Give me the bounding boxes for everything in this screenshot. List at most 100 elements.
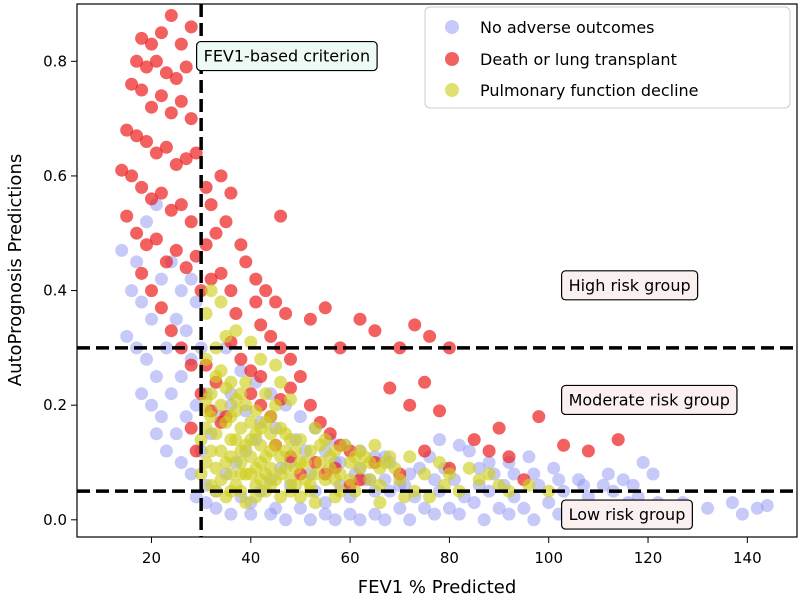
y-axis-label: AutoPrognosis Predictions [5,154,26,386]
data-point [154,301,168,315]
x-tick-label: 40 [241,549,260,567]
data-point [725,496,739,510]
fev1-criterion-label-text: FEV1-based criterion [204,47,370,66]
data-point [532,478,546,492]
legend-marker-death-transplant [445,52,459,66]
data-point [293,410,307,424]
data-point [601,467,615,481]
data-point [244,335,258,349]
data-point [596,478,610,492]
data-point [383,381,397,395]
data-point [179,261,193,275]
data-point [234,238,248,252]
data-point [135,266,149,280]
data-point [179,324,193,338]
data-point [234,456,248,469]
data-point [452,507,466,521]
data-point [403,513,417,527]
data-point [159,444,173,458]
data-point [204,387,218,401]
data-point [194,433,208,447]
data-point [542,484,556,498]
data-point [264,507,278,521]
data-point [750,501,764,515]
data-point [204,284,218,298]
data-point [149,54,163,68]
y-tick-label: 0.2 [43,396,67,414]
data-point [760,499,774,512]
data-point [244,364,258,378]
data-point [527,467,541,481]
data-point [338,438,352,452]
data-point [442,501,456,515]
data-point [318,507,332,521]
data-point [254,456,268,469]
fev1-criterion-label: FEV1-based criterion [196,40,378,72]
data-point [154,272,168,286]
data-point [423,329,437,343]
data-point [224,410,238,424]
data-point [423,490,437,504]
data-point [264,329,278,343]
data-point [333,484,347,498]
data-point [462,461,476,475]
annotations: FEV1-based criterion High risk group Moder… [196,40,738,530]
data-point [437,478,451,492]
data-point [274,467,288,481]
data-point [482,467,496,481]
data-point [224,450,238,464]
data-point [527,513,541,527]
data-point [433,433,446,447]
data-point [184,215,198,229]
data-point [492,421,506,435]
y-axis-ticks: 0.0 0.2 0.4 0.6 0.8 [43,52,77,529]
data-point [492,501,506,515]
data-point [259,284,273,298]
data-point [452,438,466,452]
data-point [140,352,153,366]
data-point [224,186,238,200]
data-point [403,450,417,464]
x-axis-label: FEV1 % Predicted [358,577,517,598]
data-point [174,284,188,298]
data-point [522,450,536,464]
data-point [224,284,238,298]
data-point [254,438,268,452]
data-point [472,473,486,487]
data-point [368,507,382,521]
data-point [626,478,640,492]
data-point [318,301,332,315]
data-point [194,467,208,481]
data-point [244,507,258,521]
data-point [125,284,139,298]
legend: No adverse outcomes Death or lung transp… [424,6,791,109]
data-point [353,312,367,326]
legend-label-death-transplant: Death or lung transplant [480,50,677,69]
data-point [373,461,387,475]
x-tick-label: 100 [534,549,563,567]
data-point [249,478,263,492]
data-point [125,77,139,91]
data-point [239,375,253,389]
data-point [328,513,342,527]
data-point [234,421,248,435]
data-point [293,456,307,469]
data-point [383,450,397,464]
data-point [219,329,233,343]
data-point [214,473,228,487]
data-point [284,352,297,366]
data-point [159,255,173,269]
data-point [343,507,357,521]
data-point [209,226,223,240]
data-point [219,381,233,395]
data-point [145,192,158,206]
data-point [135,31,149,45]
x-tick-label: 120 [634,549,663,567]
data-point [204,444,218,458]
data-point [284,381,297,395]
data-point [462,444,476,458]
data-point [269,358,283,372]
data-point [204,198,218,212]
data-point [368,438,382,452]
data-point [303,478,317,492]
